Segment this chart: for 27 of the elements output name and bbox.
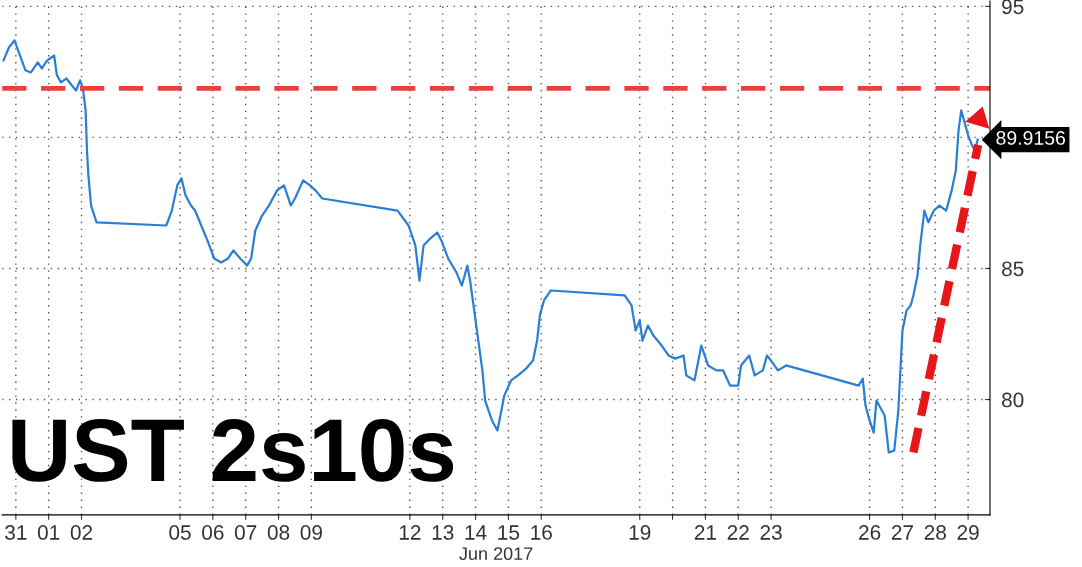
text: 89.9156 bbox=[996, 131, 1065, 145]
x-tick-label: 06 bbox=[202, 525, 224, 540]
x-tick-label: 21 bbox=[694, 525, 716, 540]
x-tick-label: 02 bbox=[70, 525, 93, 540]
x-tick-label: 29 bbox=[957, 525, 979, 540]
x-tick-label: 05 bbox=[169, 525, 191, 540]
x-tick-label: 31 bbox=[5, 525, 27, 540]
text: UST 2s10s bbox=[12, 418, 454, 482]
x-tick-label: 23 bbox=[760, 525, 782, 540]
y-tick-label: 85 bbox=[1002, 261, 1024, 277]
x-tick-label: 01 bbox=[37, 525, 60, 540]
x-tick-label: 07 bbox=[234, 525, 257, 540]
x-tick-label: 13 bbox=[432, 525, 454, 540]
x-tick-label: 19 bbox=[629, 525, 651, 540]
x-tick-label: 08 bbox=[267, 525, 290, 540]
x-tick-label: 14 bbox=[465, 525, 487, 540]
y-tick-label: 95 bbox=[1002, 0, 1024, 15]
x-tick-label: 26 bbox=[859, 525, 881, 540]
x-tick-label: 28 bbox=[924, 525, 946, 540]
x-tick-label: 09 bbox=[300, 525, 322, 540]
x-tick-label: 22 bbox=[727, 525, 749, 540]
x-tick-label: 15 bbox=[498, 525, 520, 540]
x-tick-label: 27 bbox=[891, 525, 913, 540]
y-tick-label: 80 bbox=[1002, 392, 1024, 408]
x-tick-label: 12 bbox=[399, 525, 421, 540]
x-tick-label: 16 bbox=[531, 525, 552, 540]
x-axis-title: Jun 2017 bbox=[459, 547, 533, 561]
